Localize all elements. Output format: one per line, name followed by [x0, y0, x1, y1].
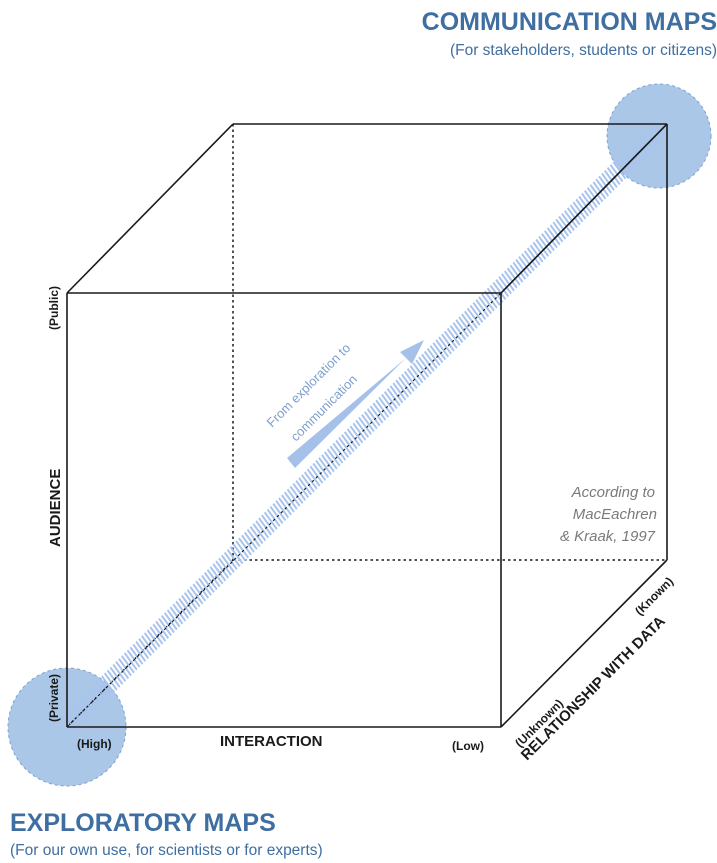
communication-maps-subtitle: (For stakeholders, students or citizens): [450, 42, 717, 59]
communication-maps-title: COMMUNICATION MAPS: [422, 8, 717, 36]
relationship-end-label: (Known): [632, 574, 676, 618]
citation-line3: & Kraak, 1997: [560, 528, 656, 545]
exploration-diagonal-band: [59, 121, 667, 735]
direction-arrow-icon: [287, 340, 424, 468]
exploratory-maps-title: EXPLORATORY MAPS: [10, 809, 276, 837]
interaction-start-label: (High): [77, 737, 112, 751]
interaction-axis-label: INTERACTION: [220, 733, 323, 750]
interaction-end-label: (Low): [452, 739, 484, 753]
cube-visible-edges: [66, 123, 668, 728]
audience-axis-label: AUDIENCE: [47, 469, 64, 547]
audience-low-label: (Private): [47, 674, 61, 722]
audience-high-label: (Public): [47, 286, 61, 330]
citation-line2: MacEachren: [573, 506, 657, 523]
citation-line1: According to: [571, 484, 655, 501]
diagonal-solid-line: [500, 123, 668, 294]
exploratory-maps-subtitle: (For our own use, for scientists or for …: [10, 842, 323, 859]
